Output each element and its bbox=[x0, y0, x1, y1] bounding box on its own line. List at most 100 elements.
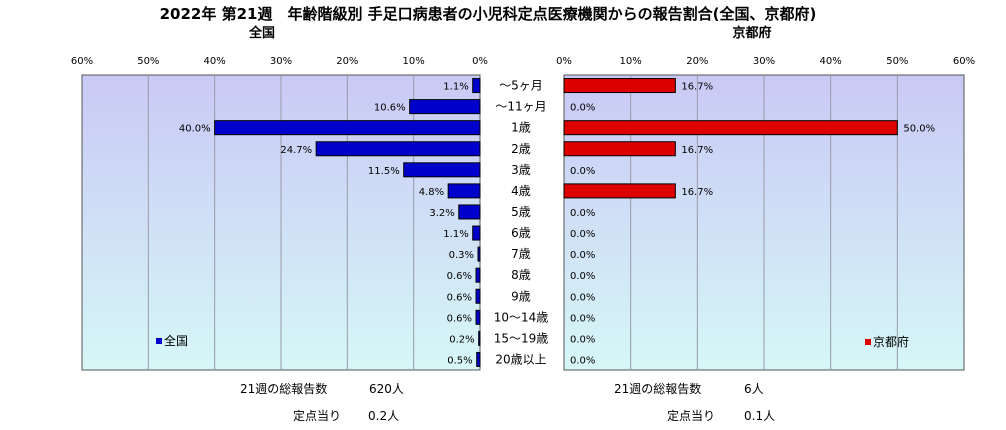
category-label: ～5ヶ月 bbox=[499, 79, 543, 93]
category-label: 8歳 bbox=[511, 268, 531, 282]
left-bar bbox=[409, 99, 481, 115]
left-total-label: 21週の総報告数 bbox=[240, 381, 327, 396]
right-value-label: 0.0% bbox=[570, 334, 595, 345]
left-footer: 21週の総報告数 620人 定点当り 0.2人 bbox=[240, 381, 404, 423]
category-label: 1歳 bbox=[511, 121, 531, 135]
right-legend: 京都府 bbox=[865, 334, 909, 349]
left-tick-label: 50% bbox=[137, 56, 159, 67]
left-bar bbox=[403, 162, 481, 178]
left-value-label: 24.7% bbox=[280, 145, 312, 156]
left-tick-label: 40% bbox=[204, 56, 226, 67]
right-value-label: 0.0% bbox=[570, 355, 595, 366]
right-value-label: 0.0% bbox=[570, 292, 595, 303]
left-value-label: 0.6% bbox=[447, 271, 472, 282]
left-tick-label: 30% bbox=[270, 56, 292, 67]
right-bars bbox=[563, 78, 898, 199]
right-per-label: 定点当り bbox=[667, 408, 715, 423]
left-value-label: 0.3% bbox=[449, 250, 474, 261]
right-footer: 21週の総報告数 6人 定点当り 0.1人 bbox=[614, 381, 775, 423]
left-value-label: 0.6% bbox=[447, 313, 472, 324]
right-value-label: 16.7% bbox=[681, 187, 713, 198]
right-legend-label: 京都府 bbox=[873, 334, 909, 349]
left-value-label: 0.2% bbox=[449, 334, 474, 345]
right-value-label: 16.7% bbox=[681, 82, 713, 93]
right-bar bbox=[563, 141, 676, 157]
left-bar bbox=[476, 351, 481, 367]
right-tick-labels: 0% 10% 20% 30% 40% 50% 60% bbox=[556, 56, 975, 67]
category-label: ～11ヶ月 bbox=[495, 100, 546, 114]
left-legend-label: 全国 bbox=[164, 333, 188, 348]
left-bar bbox=[475, 267, 481, 283]
left-bar bbox=[214, 120, 481, 136]
right-value-label: 0.0% bbox=[570, 166, 595, 177]
category-label: 6歳 bbox=[511, 226, 531, 240]
category-label: 10～14歳 bbox=[494, 310, 549, 324]
left-bar bbox=[477, 246, 481, 262]
category-label: 15～19歳 bbox=[494, 331, 549, 345]
category-label: 4歳 bbox=[511, 184, 531, 198]
left-bar bbox=[458, 204, 481, 220]
right-value-label: 0.0% bbox=[570, 103, 595, 114]
left-bars bbox=[214, 78, 481, 367]
right-value-label: 0.0% bbox=[570, 229, 595, 240]
left-legend-swatch bbox=[156, 338, 162, 344]
category-labels: ～5ヶ月 ～11ヶ月 1歳 2歳 3歳 4歳 5歳 6歳 7歳 8歳 9歳 10～14歳 15～19歳 2… bbox=[494, 79, 549, 367]
left-value-label: 4.8% bbox=[419, 187, 444, 198]
left-value-label: 1.1% bbox=[443, 82, 468, 93]
category-label: 2歳 bbox=[511, 142, 531, 156]
right-tick-label: 50% bbox=[886, 56, 908, 67]
right-value-label: 50.0% bbox=[903, 124, 935, 135]
left-legend: 全国 bbox=[156, 333, 188, 348]
left-bar bbox=[478, 330, 481, 346]
right-bar bbox=[563, 78, 676, 94]
left-value-label: 3.2% bbox=[429, 208, 454, 219]
left-tick-label: 10% bbox=[403, 56, 425, 67]
left-value-label: 0.6% bbox=[447, 292, 472, 303]
left-per-label: 定点当り bbox=[293, 408, 341, 423]
left-tick-label: 20% bbox=[336, 56, 358, 67]
chart-title: 2022年 第21週 年齢階級別 手足口病患者の小児科定点医療機関からの報告割合… bbox=[160, 5, 817, 23]
left-value-label: 10.6% bbox=[374, 103, 406, 114]
right-tick-label: 10% bbox=[620, 56, 642, 67]
left-value-label: 0.5% bbox=[447, 355, 472, 366]
right-per-value: 0.1人 bbox=[744, 409, 775, 423]
left-per-value: 0.2人 bbox=[368, 409, 399, 423]
right-legend-swatch bbox=[865, 339, 871, 345]
category-label: 7歳 bbox=[511, 247, 531, 261]
left-total-value: 620人 bbox=[369, 382, 404, 396]
left-tick-label: 60% bbox=[71, 56, 93, 67]
right-tick-label: 40% bbox=[820, 56, 842, 67]
right-tick-label: 20% bbox=[686, 56, 708, 67]
category-label: 20歳以上 bbox=[495, 352, 546, 366]
right-bar bbox=[563, 183, 676, 199]
left-bar bbox=[475, 288, 481, 304]
right-value-label: 0.0% bbox=[570, 250, 595, 261]
right-tick-label: 30% bbox=[753, 56, 775, 67]
left-bar bbox=[315, 141, 481, 157]
right-tick-label: 0% bbox=[556, 56, 572, 67]
right-total-value: 6人 bbox=[744, 382, 764, 396]
category-label: 5歳 bbox=[511, 205, 531, 219]
left-value-label: 11.5% bbox=[368, 166, 400, 177]
right-value-label: 0.0% bbox=[570, 208, 595, 219]
category-label: 9歳 bbox=[511, 289, 531, 303]
right-tick-label: 60% bbox=[953, 56, 975, 67]
left-tick-label: 0% bbox=[472, 56, 488, 67]
right-chart-title: 京都府 bbox=[732, 25, 771, 41]
left-value-label: 1.1% bbox=[443, 229, 468, 240]
right-bar bbox=[563, 120, 898, 136]
left-bar bbox=[475, 309, 481, 325]
left-value-labels: 1.1% 10.6% 40.0% 24.7% 11.5% 4.8% 3.2% 1.1% 0.3%… bbox=[179, 82, 475, 367]
left-tick-labels: 60% 50% 40% 30% 20% 10% 0% bbox=[71, 56, 488, 67]
left-bar bbox=[472, 78, 481, 94]
right-value-label: 0.0% bbox=[570, 313, 595, 324]
left-bar bbox=[447, 183, 481, 199]
left-chart-title: 全国 bbox=[248, 25, 275, 41]
left-bar bbox=[472, 225, 481, 241]
right-value-label: 0.0% bbox=[570, 271, 595, 282]
right-value-labels: 16.7% 0.0% 50.0% 16.7% 0.0% 16.7% 0.0% 0.0% 0.0%… bbox=[570, 82, 935, 367]
left-value-label: 40.0% bbox=[179, 124, 211, 135]
right-total-label: 21週の総報告数 bbox=[614, 381, 701, 396]
category-label: 3歳 bbox=[511, 163, 531, 177]
